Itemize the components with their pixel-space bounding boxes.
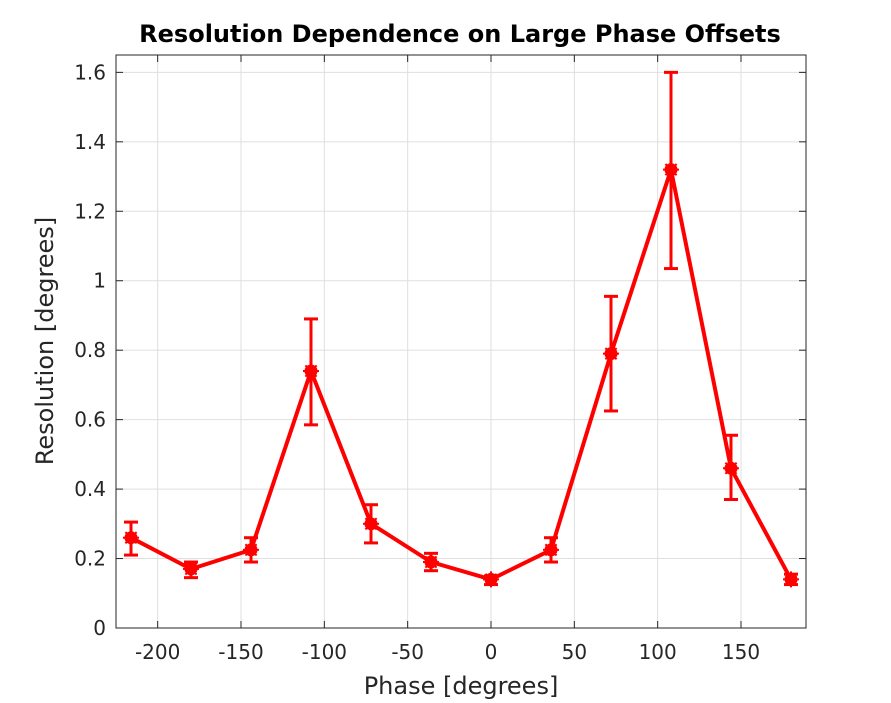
asterisk-marker [783,571,799,588]
data-point [603,294,619,413]
x-axis-label: Phase [degrees] [364,672,559,700]
y-tick-label: 0.4 [74,477,106,501]
data-point [723,433,739,502]
chart-title: Resolution Dependence on Large Phase Off… [139,20,781,48]
y-tick-label: 1.2 [74,199,106,223]
data-point [783,571,799,588]
x-tick-label: 0 [485,640,498,664]
y-tick-label: 1.4 [74,130,106,154]
data-point [363,503,379,545]
x-tick-label: -100 [302,640,347,664]
data-point [303,317,319,427]
series-line [130,167,793,582]
data-point [243,536,259,564]
x-tick-label: -150 [218,640,263,664]
data-point [663,70,679,271]
asterisk-marker [303,363,319,380]
y-tick-label: 1 [93,269,106,293]
y-tick-label: 0.8 [74,338,106,362]
data-point [423,551,439,573]
grid [116,55,806,629]
data-point [123,520,139,557]
y-tick-label: 0.2 [74,547,106,571]
asterisk-marker [663,161,679,178]
y-tick-label: 1.6 [74,60,106,84]
x-tick-label: 100 [639,640,677,664]
data-point [543,536,559,564]
asterisk-marker [363,515,379,532]
plot-area [115,54,807,629]
y-axis-label: Resolution [degrees] [31,217,59,465]
asterisk-marker [723,460,739,477]
asterisk-marker [123,529,139,546]
asterisk-marker [183,560,199,577]
y-tick-label: 0 [93,616,106,640]
asterisk-marker [543,541,559,558]
asterisk-marker [423,554,439,571]
asterisk-marker [603,345,619,362]
data-point [183,560,199,580]
axis-ticks: -200 -150 -100 -50 0 50 100 150 0 0.2 0.4 0.6 0.8 1 1.… [74,55,806,664]
x-tick-label: -200 [135,640,180,664]
series-layer [123,70,799,588]
data-point [483,571,499,588]
x-tick-label: 150 [722,640,760,664]
asterisk-marker [243,541,259,558]
asterisk-marker [483,571,499,588]
x-tick-label: 50 [562,640,587,664]
x-tick-label: -50 [391,640,424,664]
y-tick-label: 0.6 [74,408,106,432]
